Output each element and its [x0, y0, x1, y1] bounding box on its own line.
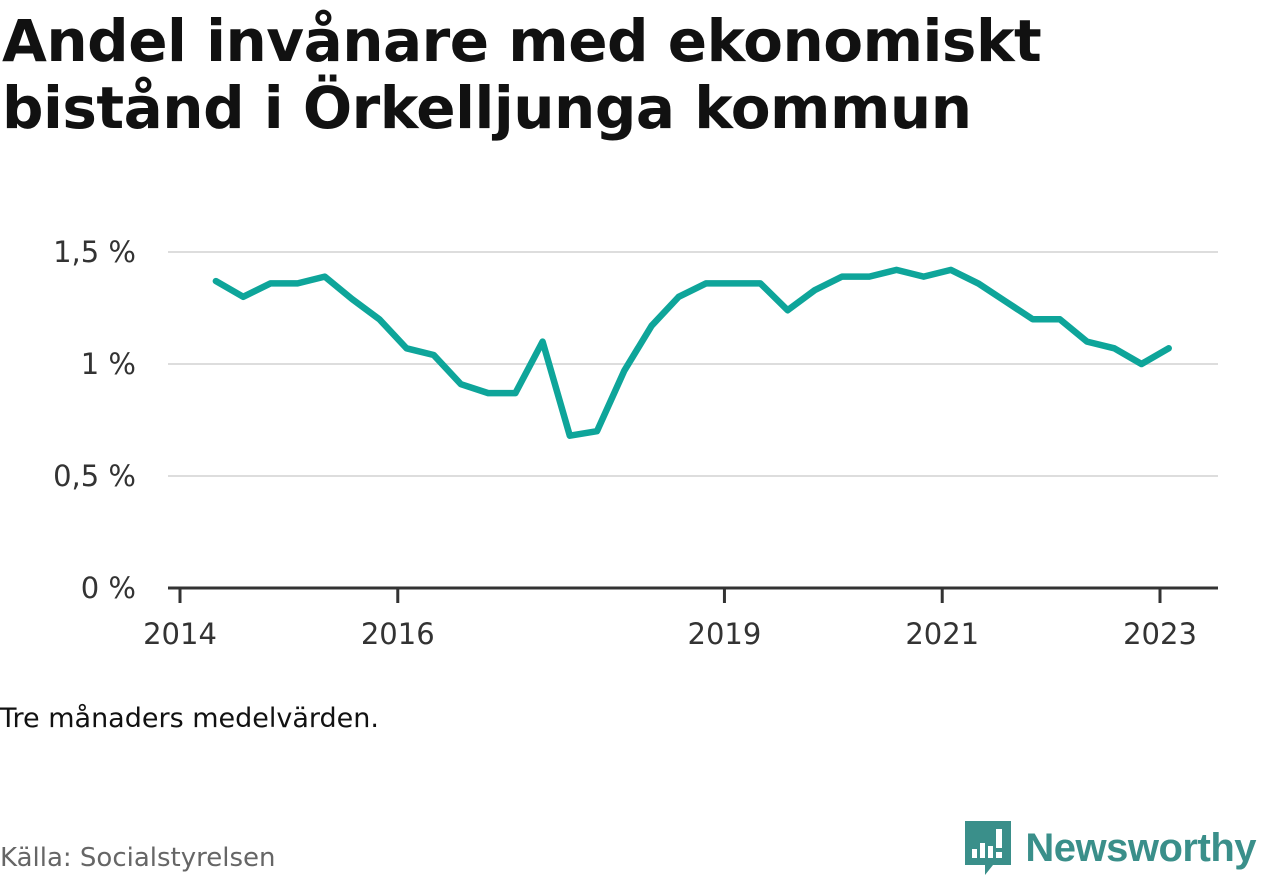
brand-name: Newsworthy: [1025, 825, 1256, 870]
x-tick-label: 2019: [688, 617, 762, 651]
newsworthy-brand[interactable]: Newsworthy: [963, 820, 1256, 876]
source-credit: Källa: Socialstyrelsen: [0, 843, 276, 873]
newsworthy-logo-icon: [965, 821, 1012, 875]
x-tick-label: 2016: [361, 617, 435, 651]
series-line: [212, 266, 1172, 439]
gridlines: [168, 251, 1218, 477]
y-tick-label: 0,5 %: [53, 459, 136, 493]
y-axis-tick-labels: 0 % 0,5 % 1 % 1,5 %: [53, 235, 136, 605]
y-tick-label: 1 %: [81, 347, 136, 381]
x-tick-label: 2014: [143, 617, 217, 651]
x-tick-label: 2023: [1123, 617, 1197, 651]
chart-title: Andel invånare med ekonomiskt bistånd i …: [2, 7, 1042, 142]
x-axis-ticks: 2014 2016 2019 2021 2023: [143, 588, 1197, 651]
x-tick-label: 2021: [905, 617, 979, 651]
chart-note: Tre månaders medelvärden.: [0, 703, 379, 734]
y-tick-label: 1,5 %: [53, 235, 136, 269]
y-tick-label: 0 %: [81, 571, 136, 605]
